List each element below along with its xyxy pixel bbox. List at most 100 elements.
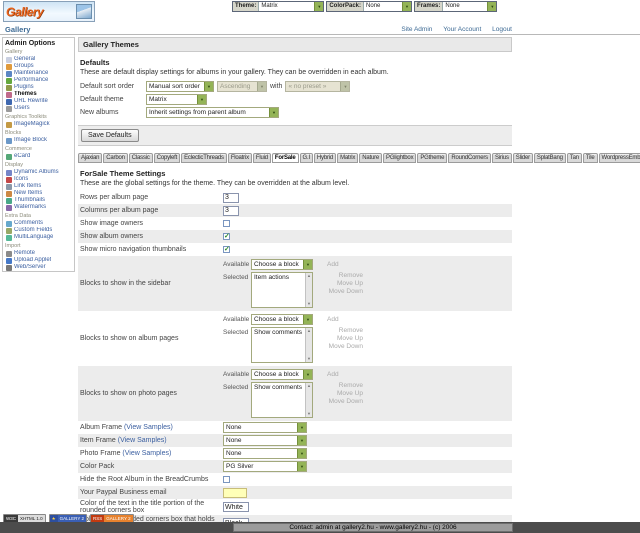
tab-ajaxian[interactable]: Ajaxian [78,153,103,163]
tab-roundcorners[interactable]: RoundCorners [448,153,491,163]
move-up-link[interactable]: Move Up [336,390,363,397]
album-block-select[interactable]: Choose a block ▼ [251,314,313,325]
site-admin-link[interactable]: Site Admin [401,26,433,33]
sidebar-item-performance[interactable]: Performance [5,77,73,84]
tab-copyleft[interactable]: Copyleft [153,153,181,163]
sidebar-item-plugins[interactable]: Plugins [5,84,73,91]
sidebar-item-remote[interactable]: Remote [5,250,73,257]
sidebar-item-icons[interactable]: Icons [5,176,73,183]
chevron-down-icon[interactable]: ▼ [314,2,324,11]
tab-forsale[interactable]: ForSale [271,153,299,163]
sidebar-item-url-rewrite[interactable]: URL Rewrite [5,98,73,105]
tab-pglightbox[interactable]: PGlightbox [383,153,417,163]
breadcrumb[interactable]: Gallery [5,25,31,34]
add-block-link[interactable]: Add [327,316,339,323]
tab-gi[interactable]: G.I [299,153,313,163]
sidebar-item-multilanguage[interactable]: MultiLanguage [5,234,73,241]
default-theme-select[interactable]: Matrix ▼ [146,94,207,105]
view-samples-link[interactable]: (View Samples) [122,450,172,457]
columns-per-page-input[interactable] [223,205,239,216]
tab-nature[interactable]: Nature [359,153,383,163]
list-item[interactable]: Item actions [254,274,290,281]
show-image-owners-checkbox[interactable] [223,220,230,227]
sidebar-item-users[interactable]: Users [5,105,73,112]
sidebar-item-groups[interactable]: Groups [5,63,73,70]
move-down-link[interactable]: Move Down [328,288,363,295]
hide-root-album-checkbox[interactable] [223,476,230,483]
color-pack-select[interactable]: PG Silver ▼ [223,461,307,472]
sidebar-item-link-items[interactable]: Link Items [5,183,73,190]
tab-classic[interactable]: Classic [128,153,153,163]
view-samples-link[interactable]: (View Samples) [117,437,167,444]
paypal-email-input[interactable] [223,487,247,498]
gallery-logo[interactable]: Gallery [3,1,95,22]
move-down-link[interactable]: Move Down [328,343,363,350]
sidebar-item-new-items[interactable]: New Items [5,190,73,197]
photo-frame-select[interactable]: None ▼ [223,448,307,459]
sidebar-item-web-server[interactable]: Web/Server [5,264,73,271]
add-block-link[interactable]: Add [327,371,339,378]
colorpack-selector[interactable]: ColorPack: None ▼ [326,1,413,12]
logout-link[interactable]: Logout [492,26,512,33]
sidebar-item-upload-applet[interactable]: Upload Applet [5,257,73,264]
sidebar-item-general[interactable]: General [5,56,73,63]
tab-slider[interactable]: Slider [512,153,533,163]
view-samples-link[interactable]: (View Samples) [123,424,173,431]
frames-selector-value[interactable]: None [445,3,460,9]
chevron-down-icon[interactable]: ▼ [487,2,497,11]
tab-matrix[interactable]: Matrix [337,153,359,163]
sidebar-item-custom-fields[interactable]: Custom Fields [5,227,73,234]
add-block-link[interactable]: Add [327,261,339,268]
sidebar-item-thumbnails[interactable]: Thumbnails [5,197,73,204]
tab-hybrid[interactable]: Hybrid [313,153,337,163]
sidebar-item-image-block[interactable]: Image Block [5,137,73,144]
remove-block-link[interactable]: Remove [338,327,363,334]
tab-fluid[interactable]: Fluid [252,153,271,163]
sort-order-select[interactable]: Manual sort order ▼ [146,81,214,92]
your-account-link[interactable]: Your Account [443,26,482,33]
show-micro-nav-checkbox[interactable] [223,246,230,254]
tab-floatrix[interactable]: Floatrix [227,153,252,163]
move-up-link[interactable]: Move Up [336,280,363,287]
photo-block-select[interactable]: Choose a block ▼ [251,369,313,380]
scroll-up-icon[interactable]: ▲ [307,273,311,278]
tab-splatbang[interactable]: SplatBang [533,153,566,163]
rows-per-page-input[interactable] [223,192,239,203]
tab-eclecticthreads[interactable]: EclecticThreads [181,153,227,163]
scroll-up-icon[interactable]: ▲ [307,383,311,388]
sidebar-selected-blocks-list[interactable]: Item actions ▲ ▼ [251,272,313,308]
theme-selector[interactable]: Theme: Matrix ▼ [232,1,325,12]
new-albums-select[interactable]: Inherit settings from parent album ▼ [146,107,279,118]
sidebar-item-dynamic-albums[interactable]: Dynamic Albums [5,169,73,176]
remove-block-link[interactable]: Remove [338,272,363,279]
scroll-down-icon[interactable]: ▼ [307,356,311,361]
scrollbar[interactable]: ▲ ▼ [305,383,312,417]
chevron-down-icon[interactable]: ▼ [402,2,412,11]
item-frame-select[interactable]: None ▼ [223,435,307,446]
theme-selector-value[interactable]: Matrix [261,3,278,9]
show-album-owners-checkbox[interactable] [223,233,230,241]
move-up-link[interactable]: Move Up [336,335,363,342]
sidebar-item-ecard[interactable]: eCard [5,153,73,160]
title-text-color-input[interactable] [223,502,249,512]
list-item[interactable]: Show comments [254,329,303,336]
sidebar-item-imagemagick[interactable]: ImageMagick [5,121,73,128]
scroll-up-icon[interactable]: ▲ [307,328,311,333]
scrollbar[interactable]: ▲ ▼ [305,273,312,307]
tab-wordpressembedded[interactable]: WordpressEmbedded [598,153,640,163]
sidebar-item-comments[interactable]: Comments [5,220,73,227]
sidebar-block-select[interactable]: Choose a block ▼ [251,259,313,270]
tab-tan[interactable]: Tan [566,153,582,163]
album-frame-select[interactable]: None ▼ [223,422,307,433]
sidebar-item-maintenance[interactable]: Maintenance [5,70,73,77]
colorpack-selector-value[interactable]: None [366,3,381,9]
list-item[interactable]: Show comments [254,384,303,391]
tab-sirius[interactable]: Sirius [491,153,512,163]
tab-tile[interactable]: Tile [582,153,598,163]
remove-block-link[interactable]: Remove [338,382,363,389]
scroll-down-icon[interactable]: ▼ [307,411,311,416]
album-selected-blocks-list[interactable]: Show comments ▲ ▼ [251,327,313,363]
scrollbar[interactable]: ▲ ▼ [305,328,312,362]
move-down-link[interactable]: Move Down [328,398,363,405]
scroll-down-icon[interactable]: ▼ [307,301,311,306]
